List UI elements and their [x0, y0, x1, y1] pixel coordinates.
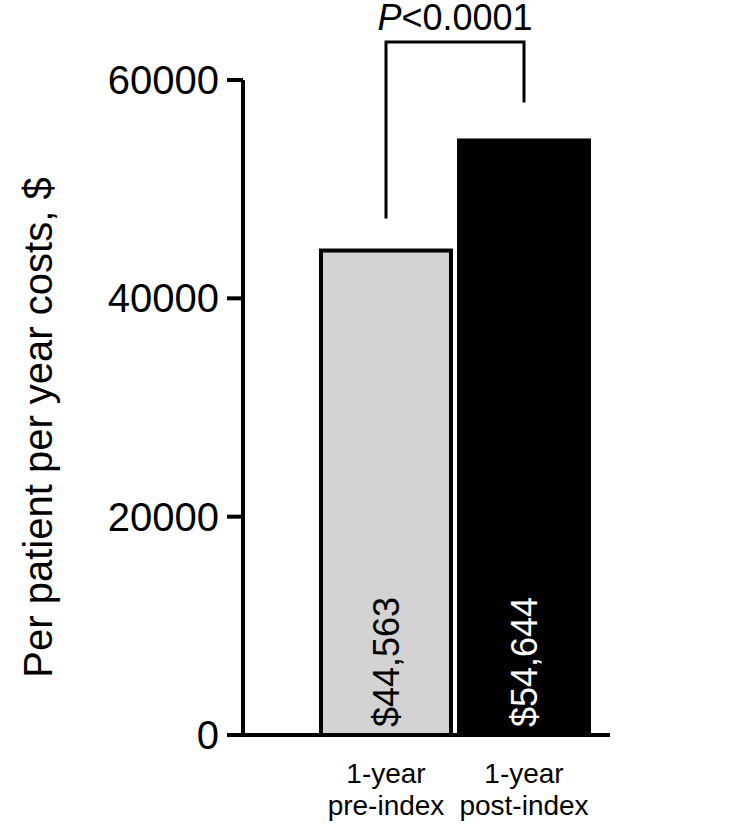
- data-label: $44,563: [366, 597, 407, 727]
- annotation: P<0.0001: [377, 0, 532, 38]
- y-tick: [227, 515, 243, 519]
- y-tick: [227, 78, 243, 82]
- annotation-part: <0.0001: [401, 0, 532, 38]
- y-tick-label: 60000: [108, 58, 219, 102]
- x-tick-label-line: pre-index: [328, 790, 445, 821]
- chart-svg: $44,563 $54,644 0 20000 40000 60000 Per patien…: [0, 0, 744, 840]
- x-tick-label-line: 1-year: [484, 758, 563, 789]
- bar: [321, 251, 451, 735]
- y-tick: [227, 296, 243, 300]
- chart-container: $44,563 $54,644 0 20000 40000 60000 Per patien…: [0, 0, 744, 840]
- annotation-part: P: [377, 0, 401, 38]
- bars: [321, 140, 589, 735]
- x-tick-label: 1-yearpre-index: [328, 758, 445, 821]
- data-label: $54,644: [504, 597, 545, 727]
- x-tick-label-line: post-index: [459, 790, 588, 821]
- x-axis-line: [241, 733, 610, 737]
- x-tick-label-line: 1-year: [346, 758, 425, 789]
- bar: [459, 140, 589, 735]
- y-tick-label: 0: [197, 713, 219, 757]
- x-tick-label: 1-yearpost-index: [459, 758, 588, 821]
- y-tick: [227, 733, 243, 737]
- y-tick-label: 20000: [108, 495, 219, 539]
- y-tick-label: 40000: [108, 276, 219, 320]
- y-axis-label: Per patient per year costs, $: [16, 177, 60, 677]
- y-axis-line: [241, 80, 245, 737]
- significance-bracket: [386, 42, 524, 219]
